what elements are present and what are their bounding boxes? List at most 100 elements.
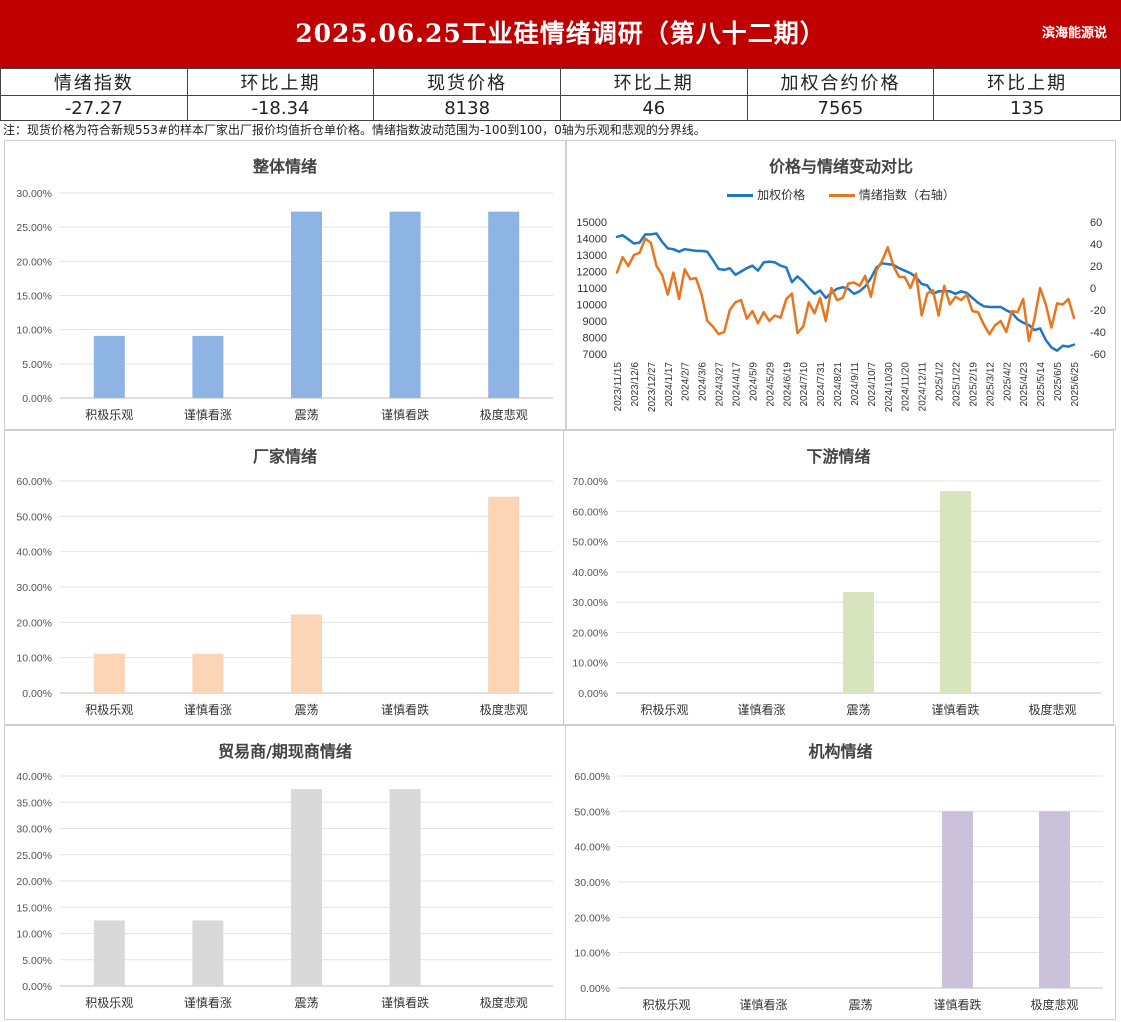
legend-swatch-weighted-price <box>727 194 754 197</box>
x-tick-label: 积极乐观 <box>85 996 133 1010</box>
chart-title-overall: 整体情绪 <box>252 157 317 176</box>
x-tick-label: 2024/8/21 <box>833 362 844 407</box>
x-tick-label: 震荡 <box>294 703 318 717</box>
legend-swatch-sentiment <box>828 194 855 197</box>
chart-downstream-svg: 0.00% 10.00% 20.00% 30.00% 40.00% 50.00% 60.00… <box>572 476 1101 717</box>
bar <box>192 335 224 398</box>
x-tick-label: 谨慎看跌 <box>933 997 981 1012</box>
x-tick-label: 极度悲观 <box>1030 997 1078 1012</box>
summary-value-spot-change: 46 <box>559 95 748 121</box>
x-tick-label: 震荡 <box>294 996 318 1010</box>
bar <box>942 811 973 988</box>
y-tick-label: 60.00% <box>16 476 52 488</box>
right-axis-tick-label: 20 <box>1090 261 1102 273</box>
x-tick-label: 极度悲观 <box>480 702 528 717</box>
y-tick-label: 20.00% <box>16 617 52 629</box>
bar <box>291 211 322 398</box>
summary-header-sentiment-change: 环比上期 <box>186 68 375 96</box>
x-tick-label: 谨慎看涨 <box>184 995 232 1010</box>
y-tick-label: 10.00% <box>16 929 52 941</box>
x-tick-label: 2024/2/7 <box>681 362 692 401</box>
y-tick-label: 5.00% <box>22 955 52 967</box>
legend-item-sentiment: 情绪指数（右轴） <box>828 186 955 203</box>
y-tick-label: 10.00% <box>574 948 610 960</box>
x-tick-label: 2023/12/27 <box>647 362 658 412</box>
chart-panel-downstream: 下游情绪 0.00% 10.00% 20.00% 30.00% 40.00% 50.00%… <box>563 430 1114 725</box>
chart-panel-traders: 贸易商/期现商情绪 0.00% 5.00% 10.00% 15.00% 20.00% 25… <box>4 725 566 1020</box>
x-tick-label: 2023/11/15 <box>613 362 624 412</box>
chart-panel-institutions: 机构情绪 0.00% 10.00% 20.00% 30.00% 40.00% 50.00%… <box>565 725 1116 1020</box>
right-axis-tick-label: -20 <box>1090 305 1106 317</box>
y-tick-label: 60.00% <box>572 506 608 518</box>
bar <box>291 614 322 693</box>
chart-legend: 加权价格 情绪指数（右轴） <box>567 186 1115 203</box>
summary-header-weighted-price: 加权合约价格 <box>746 68 935 96</box>
y-tick-label: 30.00% <box>16 188 52 200</box>
header-bar: 2025.06.25工业硅情绪调研（第八十二期） 滨海能源说 <box>0 0 1121 68</box>
y-tick-label: 20.00% <box>574 912 610 924</box>
x-tick-label: 震荡 <box>294 408 318 422</box>
x-tick-label: 谨慎看涨 <box>739 997 787 1012</box>
y-tick-label: 15.00% <box>16 291 52 303</box>
chart-line-svg: 7000 8000 9000 10000 11000 12000 13000 14000 150… <box>576 217 1106 412</box>
x-tick-label: 极度悲观 <box>1028 702 1076 717</box>
left-axis-tick-label: 9000 <box>583 316 607 328</box>
right-axis-tick-label: -60 <box>1090 349 1106 361</box>
x-tick-label: 2024/3/6 <box>698 362 709 401</box>
left-axis-tick-label: 14000 <box>576 234 607 246</box>
x-tick-label: 2024/5/9 <box>748 362 759 401</box>
x-tick-label: 2024/1/17 <box>664 362 675 407</box>
x-tick-label: 积极乐观 <box>640 703 688 717</box>
x-tick-label: 谨慎看跌 <box>381 995 429 1010</box>
x-tick-label: 2024/11/20 <box>901 362 912 412</box>
chart-panel-manufacturers: 厂家情绪 0.00% 10.00% 20.00% 30.00% 40.00% 50.00%… <box>4 430 566 725</box>
y-tick-label: 30.00% <box>16 824 52 836</box>
x-tick-label: 2024/10/7 <box>867 362 878 407</box>
chart-panel-overall: 整体情绪 0.00% 5.00% 10.00% 15.00% 20.00% 25.00% 3… <box>4 140 566 430</box>
y-tick-label: 10.00% <box>16 653 52 665</box>
left-axis-tick-label: 7000 <box>583 349 607 361</box>
bar <box>389 211 421 398</box>
summary-header-sentiment: 情绪指数 <box>0 68 188 96</box>
bar <box>940 491 971 693</box>
x-tick-label: 2024/5/29 <box>765 362 776 407</box>
bar <box>93 335 125 398</box>
chart-title-downstream: 下游情绪 <box>806 447 871 466</box>
x-tick-label: 2025/2/19 <box>968 362 979 407</box>
x-tick-label: 2025/4/2 <box>1002 362 1013 401</box>
y-tick-label: 0.00% <box>578 688 608 700</box>
left-axis-tick-label: 13000 <box>576 250 607 262</box>
bar <box>389 789 421 986</box>
y-tick-label: 10.00% <box>16 325 52 337</box>
left-axis-tick-label: 10000 <box>576 300 607 312</box>
chart-panel-price-vs-sentiment: 价格与情绪变动对比 加权价格 情绪指数（右轴） 7000 8000 9000 1000… <box>566 140 1116 430</box>
summary-value-weighted-change: 135 <box>933 95 1121 121</box>
x-tick-label: 2024/3/27 <box>715 362 726 407</box>
left-axis-tick-label: 8000 <box>583 333 607 345</box>
x-tick-label: 谨慎看涨 <box>737 702 785 717</box>
y-tick-label: 40.00% <box>572 567 608 579</box>
y-tick-label: 30.00% <box>572 597 608 609</box>
x-tick-label: 2025/6/5 <box>1053 362 1064 401</box>
summary-value-spot-price: 8138 <box>373 95 561 121</box>
y-tick-label: 50.00% <box>574 806 610 818</box>
page-title: 2025.06.25工业硅情绪调研（第八十二期） <box>295 19 826 48</box>
right-axis-tick-label: 0 <box>1090 283 1096 295</box>
y-tick-label: 50.00% <box>572 537 608 549</box>
x-tick-label: 谨慎看跌 <box>381 702 429 717</box>
summary-header-spot-change: 环比上期 <box>559 68 748 96</box>
right-axis-tick-label: 60 <box>1090 217 1102 229</box>
y-tick-label: 0.00% <box>22 393 52 405</box>
series-line-sentiment <box>615 237 1076 343</box>
summary-header-spot-price: 现货价格 <box>373 68 561 96</box>
x-tick-label: 2025/4/23 <box>1019 362 1030 407</box>
legend-item-weighted-price: 加权价格 <box>727 186 805 203</box>
x-tick-label: 谨慎看涨 <box>184 407 232 422</box>
bar <box>843 592 874 693</box>
chart-overall-svg: 0.00% 5.00% 10.00% 15.00% 20.00% 25.00% 30.00%… <box>16 188 553 422</box>
chart-institutions-svg: 0.00% 10.00% 20.00% 30.00% 40.00% 50.00% 60.00… <box>574 771 1103 1012</box>
y-tick-label: 70.00% <box>572 476 608 488</box>
summary-value-weighted-price: 7565 <box>746 95 935 121</box>
x-tick-label: 积极乐观 <box>642 998 690 1012</box>
x-tick-label: 2025/6/25 <box>1070 362 1081 407</box>
